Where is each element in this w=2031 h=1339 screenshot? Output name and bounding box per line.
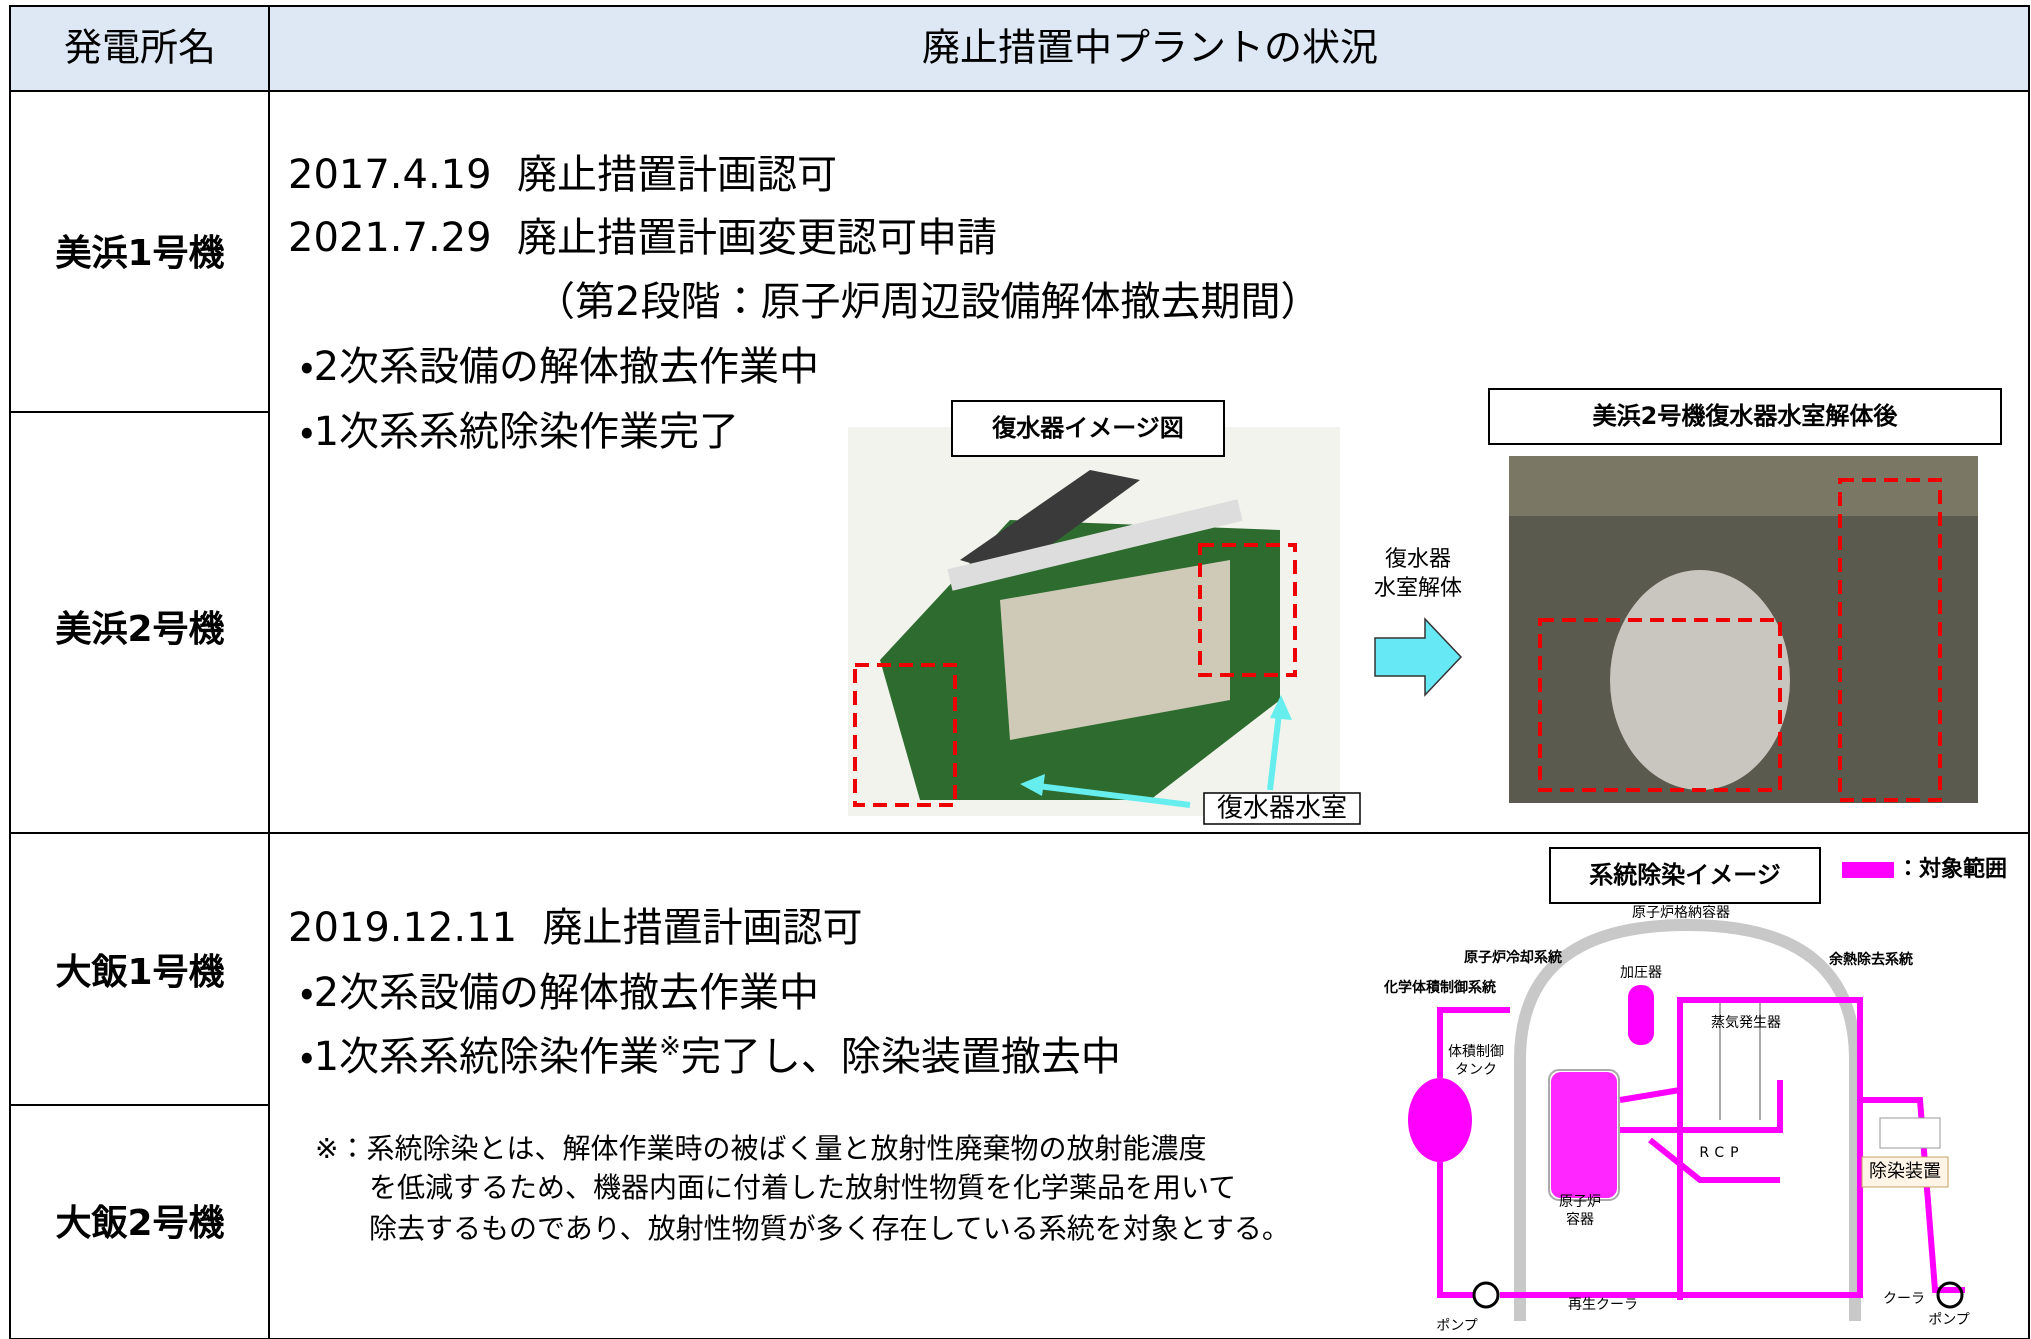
status-line: 2021.7.29 廃止措置計画変更認可申請 <box>288 215 997 261</box>
callout: 復水器水室 <box>1217 794 1347 824</box>
plant-name: 美浜1号機 <box>55 233 224 274</box>
plant-name: 大飯2号機 <box>55 1203 224 1244</box>
figure-title-box <box>951 400 1225 457</box>
status-line: ・2次系設備の解体撤去作業中 <box>300 970 819 1016</box>
callout-box <box>1203 792 1361 825</box>
status-line: （第2段階：原子炉周辺設備解体撤去期間） <box>535 279 1320 325</box>
legend-swatch <box>1842 862 1894 878</box>
status-line: 2019.12.11 廃止措置計画認可 <box>288 905 862 951</box>
label-box <box>1861 1156 1949 1188</box>
header-cell: 発電所名 <box>64 26 216 70</box>
diagram-label: 再生クーラ <box>1568 1297 1638 1313</box>
text-run: 完了し、除染装置撤去中 <box>681 1034 1121 1080</box>
legend-label: ：対象範囲 <box>1897 856 2007 882</box>
header-cell: 廃止措置中プラントの状況 <box>922 26 1378 70</box>
status-line: ・2次系設備の解体撤去作業中 <box>300 344 819 390</box>
photo-title: 美浜2号機復水器水室解体後 <box>1593 402 1899 430</box>
text-run: ・1次系系統除染作業 <box>300 1034 659 1080</box>
diagram-label: 加圧器 <box>1620 965 1662 981</box>
diagram-label: タンク <box>1455 1062 1497 1078</box>
diagram-shapes <box>1408 918 1965 1321</box>
footnote: 除去するものであり、放射性物質が多く存在している系統を対象とする。 <box>369 1212 1290 1245</box>
header-bg <box>10 6 2029 91</box>
status-line: ・1次系系統除染作業※完了し、除染装置撤去中 <box>300 1032 1121 1081</box>
photo-title-box <box>1488 388 2002 445</box>
condenser-image <box>848 427 1340 816</box>
diagram-label: 除染装置 <box>1869 1161 1941 1182</box>
status-line: ・1次系系統除染作業完了 <box>300 409 739 455</box>
superscript: ※ <box>659 1032 681 1062</box>
diagram-label: 容器 <box>1566 1211 1594 1228</box>
footnote: ※：系統除染とは、解体作業時の被ばく量と放射性廃棄物の放射能濃度 <box>315 1132 1206 1165</box>
diagram-label: RCP <box>1699 1145 1744 1161</box>
diagram-label: 蒸気発生器 <box>1711 1015 1781 1031</box>
diagram-title-box <box>1549 847 1821 904</box>
plant-name: 大飯1号機 <box>55 952 224 993</box>
diagram-label: ポンプ <box>1436 1318 1478 1334</box>
figure-title: 復水器イメージ図 <box>991 414 1184 442</box>
diagram-label: 化学体積制御系統 <box>1383 979 1496 996</box>
plant-name: 美浜2号機 <box>55 609 224 650</box>
diagram-label: 原子炉冷却系統 <box>1464 949 1562 966</box>
diagram-label: 原子炉格納容器 <box>1632 904 1730 921</box>
arrow-label: 水室解体 <box>1374 576 1462 601</box>
table-border <box>9 5 2030 1339</box>
diagram-label: ポンプ <box>1928 1312 1970 1328</box>
footnote: を低減するため、機器内面に付着した放射性物質を化学薬品を用いて <box>369 1171 1236 1204</box>
diagram-label: 体積制御 <box>1448 1044 1504 1060</box>
diagram-label: 余熱除去系統 <box>1829 951 1913 968</box>
diagram-label: 原子炉 <box>1559 1194 1601 1210</box>
arrow <box>1374 617 1463 697</box>
photo <box>1509 456 1978 803</box>
status-line: 2017.4.19 廃止措置計画認可 <box>288 152 837 198</box>
diagram-title: 系統除染イメージ <box>1589 861 1781 889</box>
diagram-label: クーラ <box>1883 1291 1925 1307</box>
arrow-label: 復水器 <box>1385 547 1451 572</box>
